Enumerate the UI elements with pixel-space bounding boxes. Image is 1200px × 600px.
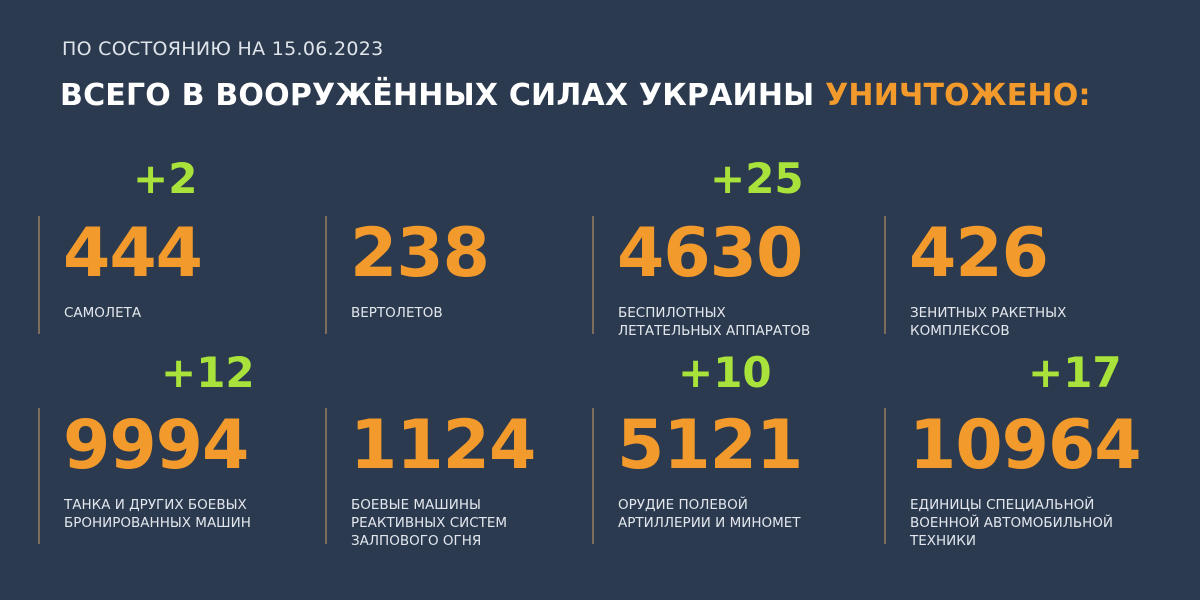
stat-label-line: ЕДИНИЦЫ СПЕЦИАЛЬНОЙ — [910, 497, 1095, 513]
stat-label: ОРУДИЕ ПОЛЕВОЙ АРТИЛЛЕРИИ И МИНОМЕТ — [618, 496, 801, 532]
stat-value: 426 — [909, 214, 1049, 293]
stat-value: 10964 — [909, 406, 1142, 485]
stat-label-line: ТЕХНИКИ — [910, 533, 976, 549]
stat-label-line: АРТИЛЛЕРИИ И МИНОМЕТ — [618, 515, 801, 531]
stat-value: 1124 — [350, 406, 536, 485]
column-divider — [38, 216, 40, 334]
stat-label-line: БРОНИРОВАННЫХ МАШИН — [64, 515, 251, 531]
stat-label: САМОЛЕТА — [64, 304, 141, 322]
stat-delta: +17 — [1028, 348, 1122, 397]
stat-value: 9994 — [63, 406, 249, 485]
stat-label-line: ВОЕННОЙ АВТОМОБИЛЬНОЙ — [910, 515, 1114, 531]
stat-label: ЕДИНИЦЫ СПЕЦИАЛЬНОЙ ВОЕННОЙ АВТОМОБИЛЬНОЙ… — [910, 496, 1113, 550]
stat-label-line: ОРУДИЕ ПОЛЕВОЙ — [618, 497, 748, 513]
column-divider — [325, 408, 327, 544]
stat-label: ЗЕНИТНЫХ РАКЕТНЫХ КОМПЛЕКСОВ — [910, 304, 1066, 340]
stat-label-line: ВЕРТОЛЕТОВ — [351, 305, 443, 321]
stat-delta: +10 — [678, 348, 772, 397]
stat-value: 5121 — [617, 406, 803, 485]
page-title: ВСЕГО В ВООРУЖЁННЫХ СИЛАХ УКРАИНЫ УНИЧТО… — [60, 78, 1091, 113]
title-main: ВСЕГО В ВООРУЖЁННЫХ СИЛАХ УКРАИНЫ — [60, 78, 815, 113]
column-divider — [884, 216, 886, 334]
column-divider — [884, 408, 886, 544]
stat-label: БЕСПИЛОТНЫХ ЛЕТАТЕЛЬНЫХ АППАРАТОВ — [618, 304, 810, 340]
stat-delta: +12 — [161, 348, 255, 397]
column-divider — [592, 216, 594, 334]
stat-value: 238 — [350, 214, 490, 293]
stat-label-line: САМОЛЕТА — [64, 305, 142, 321]
stat-value: 444 — [63, 214, 203, 293]
stat-label-line: КОМПЛЕКСОВ — [910, 323, 1010, 339]
stat-value: 4630 — [617, 214, 803, 293]
stat-delta: +25 — [710, 154, 804, 203]
stat-label-line: РЕАКТИВНЫХ СИСТЕМ — [351, 515, 508, 531]
stat-label-line: БЕСПИЛОТНЫХ — [618, 305, 726, 321]
column-divider — [325, 216, 327, 334]
stat-delta: +2 — [133, 154, 198, 203]
stat-label: ТАНКА И ДРУГИХ БОЕВЫХ БРОНИРОВАННЫХ МАШИН — [64, 496, 251, 532]
column-divider — [592, 408, 594, 544]
stat-label-line: ЛЕТАТЕЛЬНЫХ АППАРАТОВ — [618, 323, 811, 339]
stat-label: БОЕВЫЕ МАШИНЫ РЕАКТИВНЫХ СИСТЕМ ЗАЛПОВОГО … — [351, 496, 507, 550]
column-divider — [38, 408, 40, 544]
stat-label-line: ТАНКА И ДРУГИХ БОЕВЫХ — [64, 497, 247, 513]
stat-label-line: ЗЕНИТНЫХ РАКЕТНЫХ — [910, 305, 1067, 321]
date-line: ПО СОСТОЯНИЮ НА 15.06.2023 — [62, 38, 384, 60]
stat-label: ВЕРТОЛЕТОВ — [351, 304, 443, 322]
stat-label-line: ЗАЛПОВОГО ОГНЯ — [351, 533, 482, 549]
title-accent: УНИЧТОЖЕНО: — [825, 78, 1091, 113]
stat-label-line: БОЕВЫЕ МАШИНЫ — [351, 497, 481, 513]
